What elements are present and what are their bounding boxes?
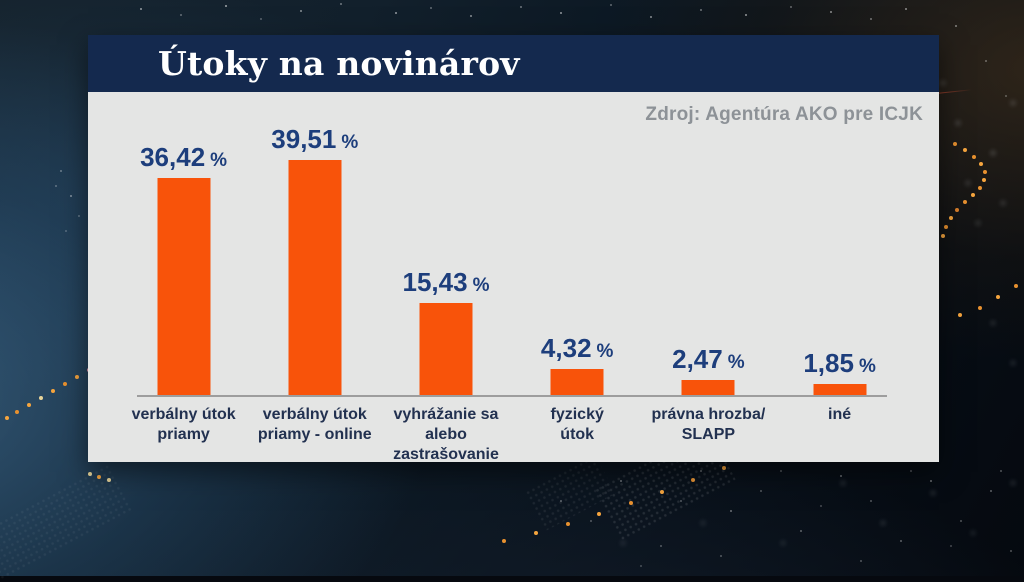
halftone-pattern bbox=[0, 463, 135, 582]
bar bbox=[681, 380, 735, 395]
value-label: 1,85% bbox=[774, 350, 905, 376]
category-label: fyzický útok bbox=[550, 406, 604, 443]
percent-sign: % bbox=[596, 341, 614, 362]
orange-particles bbox=[0, 0, 4, 4]
value-number: 4,32 bbox=[540, 333, 592, 363]
bar bbox=[550, 369, 604, 395]
chart-column: 1,85% iné bbox=[774, 92, 905, 423]
percent-sign: % bbox=[472, 275, 490, 296]
value-label: 4,32% bbox=[512, 335, 643, 361]
percent-sign: % bbox=[210, 150, 228, 171]
value-label: 39,51% bbox=[249, 126, 380, 152]
category-label: vyhrážanie sa alebo zastrašovanie bbox=[393, 406, 499, 463]
chart-panel: Útoky na novinárov Zdroj: Agentúra AKO p… bbox=[88, 35, 939, 463]
value-label: 36,42% bbox=[118, 144, 249, 170]
bar bbox=[288, 160, 342, 395]
bar bbox=[157, 178, 211, 395]
chart-column: 36,42% verbálny útok priamy bbox=[118, 92, 249, 443]
value-number: 39,51 bbox=[271, 124, 337, 154]
chart-column: 4,32% fyzický útok bbox=[512, 92, 643, 443]
source-attribution: Zdroj: Agentúra AKO pre ICJK bbox=[645, 104, 923, 125]
bar-chart: 36,42% verbálny útok priamy 39,51% verbálny… bbox=[88, 92, 939, 463]
percent-sign: % bbox=[727, 352, 745, 373]
value-number: 36,42 bbox=[140, 142, 206, 172]
category-label: verbálny útok priamy bbox=[131, 406, 236, 443]
bar bbox=[813, 384, 867, 395]
category-label: právna hrozba/ SLAPP bbox=[651, 406, 766, 443]
chart-column: 39,51% verbálny útok priamy - online bbox=[249, 92, 380, 443]
chart-column: 2,47% právna hrozba/ SLAPP bbox=[643, 92, 774, 443]
bar bbox=[419, 303, 473, 395]
chart-body: Zdroj: Agentúra AKO pre ICJK 36,42% verbá… bbox=[88, 92, 939, 463]
value-label: 15,43% bbox=[380, 269, 511, 295]
page-title: Útoky na novinárov bbox=[158, 44, 520, 83]
x-axis-line bbox=[137, 395, 887, 397]
category-label: verbálny útok priamy - online bbox=[257, 406, 372, 443]
value-number: 1,85 bbox=[803, 348, 854, 378]
title-bar: Útoky na novinárov bbox=[88, 35, 939, 92]
value-label: 2,47% bbox=[643, 346, 774, 372]
percent-sign: % bbox=[341, 132, 359, 153]
category-label: iné bbox=[828, 406, 852, 423]
percent-sign: % bbox=[858, 356, 876, 377]
value-number: 15,43 bbox=[402, 267, 468, 297]
chart-column: 15,43% vyhrážanie sa alebo zastrašovanie bbox=[380, 92, 511, 463]
value-number: 2,47 bbox=[672, 344, 723, 374]
halftone-pattern bbox=[524, 453, 616, 532]
